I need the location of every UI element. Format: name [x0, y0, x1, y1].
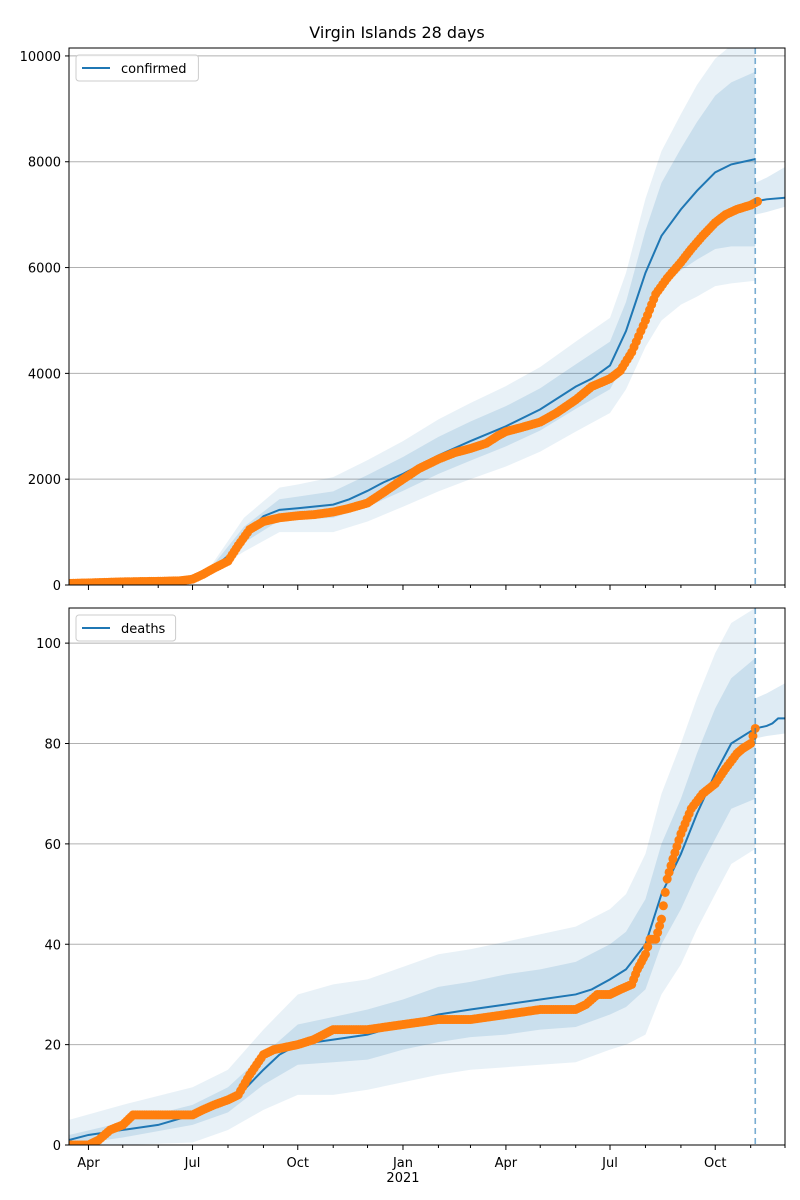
legend-box: [75, 614, 177, 642]
plot-area: [69, 48, 785, 585]
uncertainty-band: [69, 658, 756, 1145]
ytick-label: 20: [44, 1039, 61, 1054]
legend: confirmed: [75, 54, 199, 82]
ytick-label: 2000: [28, 473, 61, 488]
ytick-label: 8000: [28, 156, 61, 171]
axes-frame: [68, 607, 786, 1146]
observed-point: [753, 196, 763, 206]
xtick-label: Oct: [704, 1156, 726, 1171]
ytick-label: 4000: [28, 367, 61, 382]
xtick-label: Jan: [392, 1156, 413, 1171]
year-label: 2021: [386, 1171, 419, 1186]
observed-point: [746, 739, 756, 749]
observed-point: [656, 914, 666, 924]
observed-point: [643, 942, 653, 952]
legend-box: [75, 54, 199, 82]
chart-title: Virgin Islands 28 days: [309, 23, 484, 42]
observed-point: [660, 887, 670, 897]
deaths-panel: 0 20 40 60 80 100 Apr Jul Oct Jan Apr Jul Oct 2021 dea…: [36, 607, 786, 1186]
legend: deaths: [75, 614, 177, 642]
observed-point: [658, 901, 668, 911]
xtick-label: Apr: [495, 1156, 518, 1171]
ytick-label: 0: [53, 1139, 61, 1154]
legend-label: deaths: [121, 622, 166, 637]
plot-area: [69, 608, 785, 1145]
ytick-label: 10000: [20, 50, 61, 65]
ytick-label: 80: [44, 738, 61, 753]
confirmed-panel: 0 2000 4000 6000 8000 10000 confirmed: [20, 47, 786, 594]
extension-line: [755, 717, 785, 730]
extension-band: [755, 683, 785, 739]
ytick-label: 6000: [28, 262, 61, 277]
extension-band: [755, 167, 785, 215]
ytick-label: 60: [44, 838, 61, 853]
xtick-label: Jul: [184, 1156, 201, 1171]
observed-point: [640, 949, 650, 959]
legend-label: confirmed: [121, 62, 187, 77]
xtick-label: Apr: [77, 1156, 100, 1171]
axes-frame: [68, 47, 786, 586]
ytick-label: 0: [53, 579, 61, 594]
xtick-label: Oct: [287, 1156, 309, 1171]
ytick-label: 40: [44, 938, 61, 953]
uncertainty-band: [69, 71, 756, 583]
ytick-label: 100: [36, 637, 61, 652]
uncertainty-band: [69, 608, 756, 1145]
xtick-label: Jul: [601, 1156, 618, 1171]
